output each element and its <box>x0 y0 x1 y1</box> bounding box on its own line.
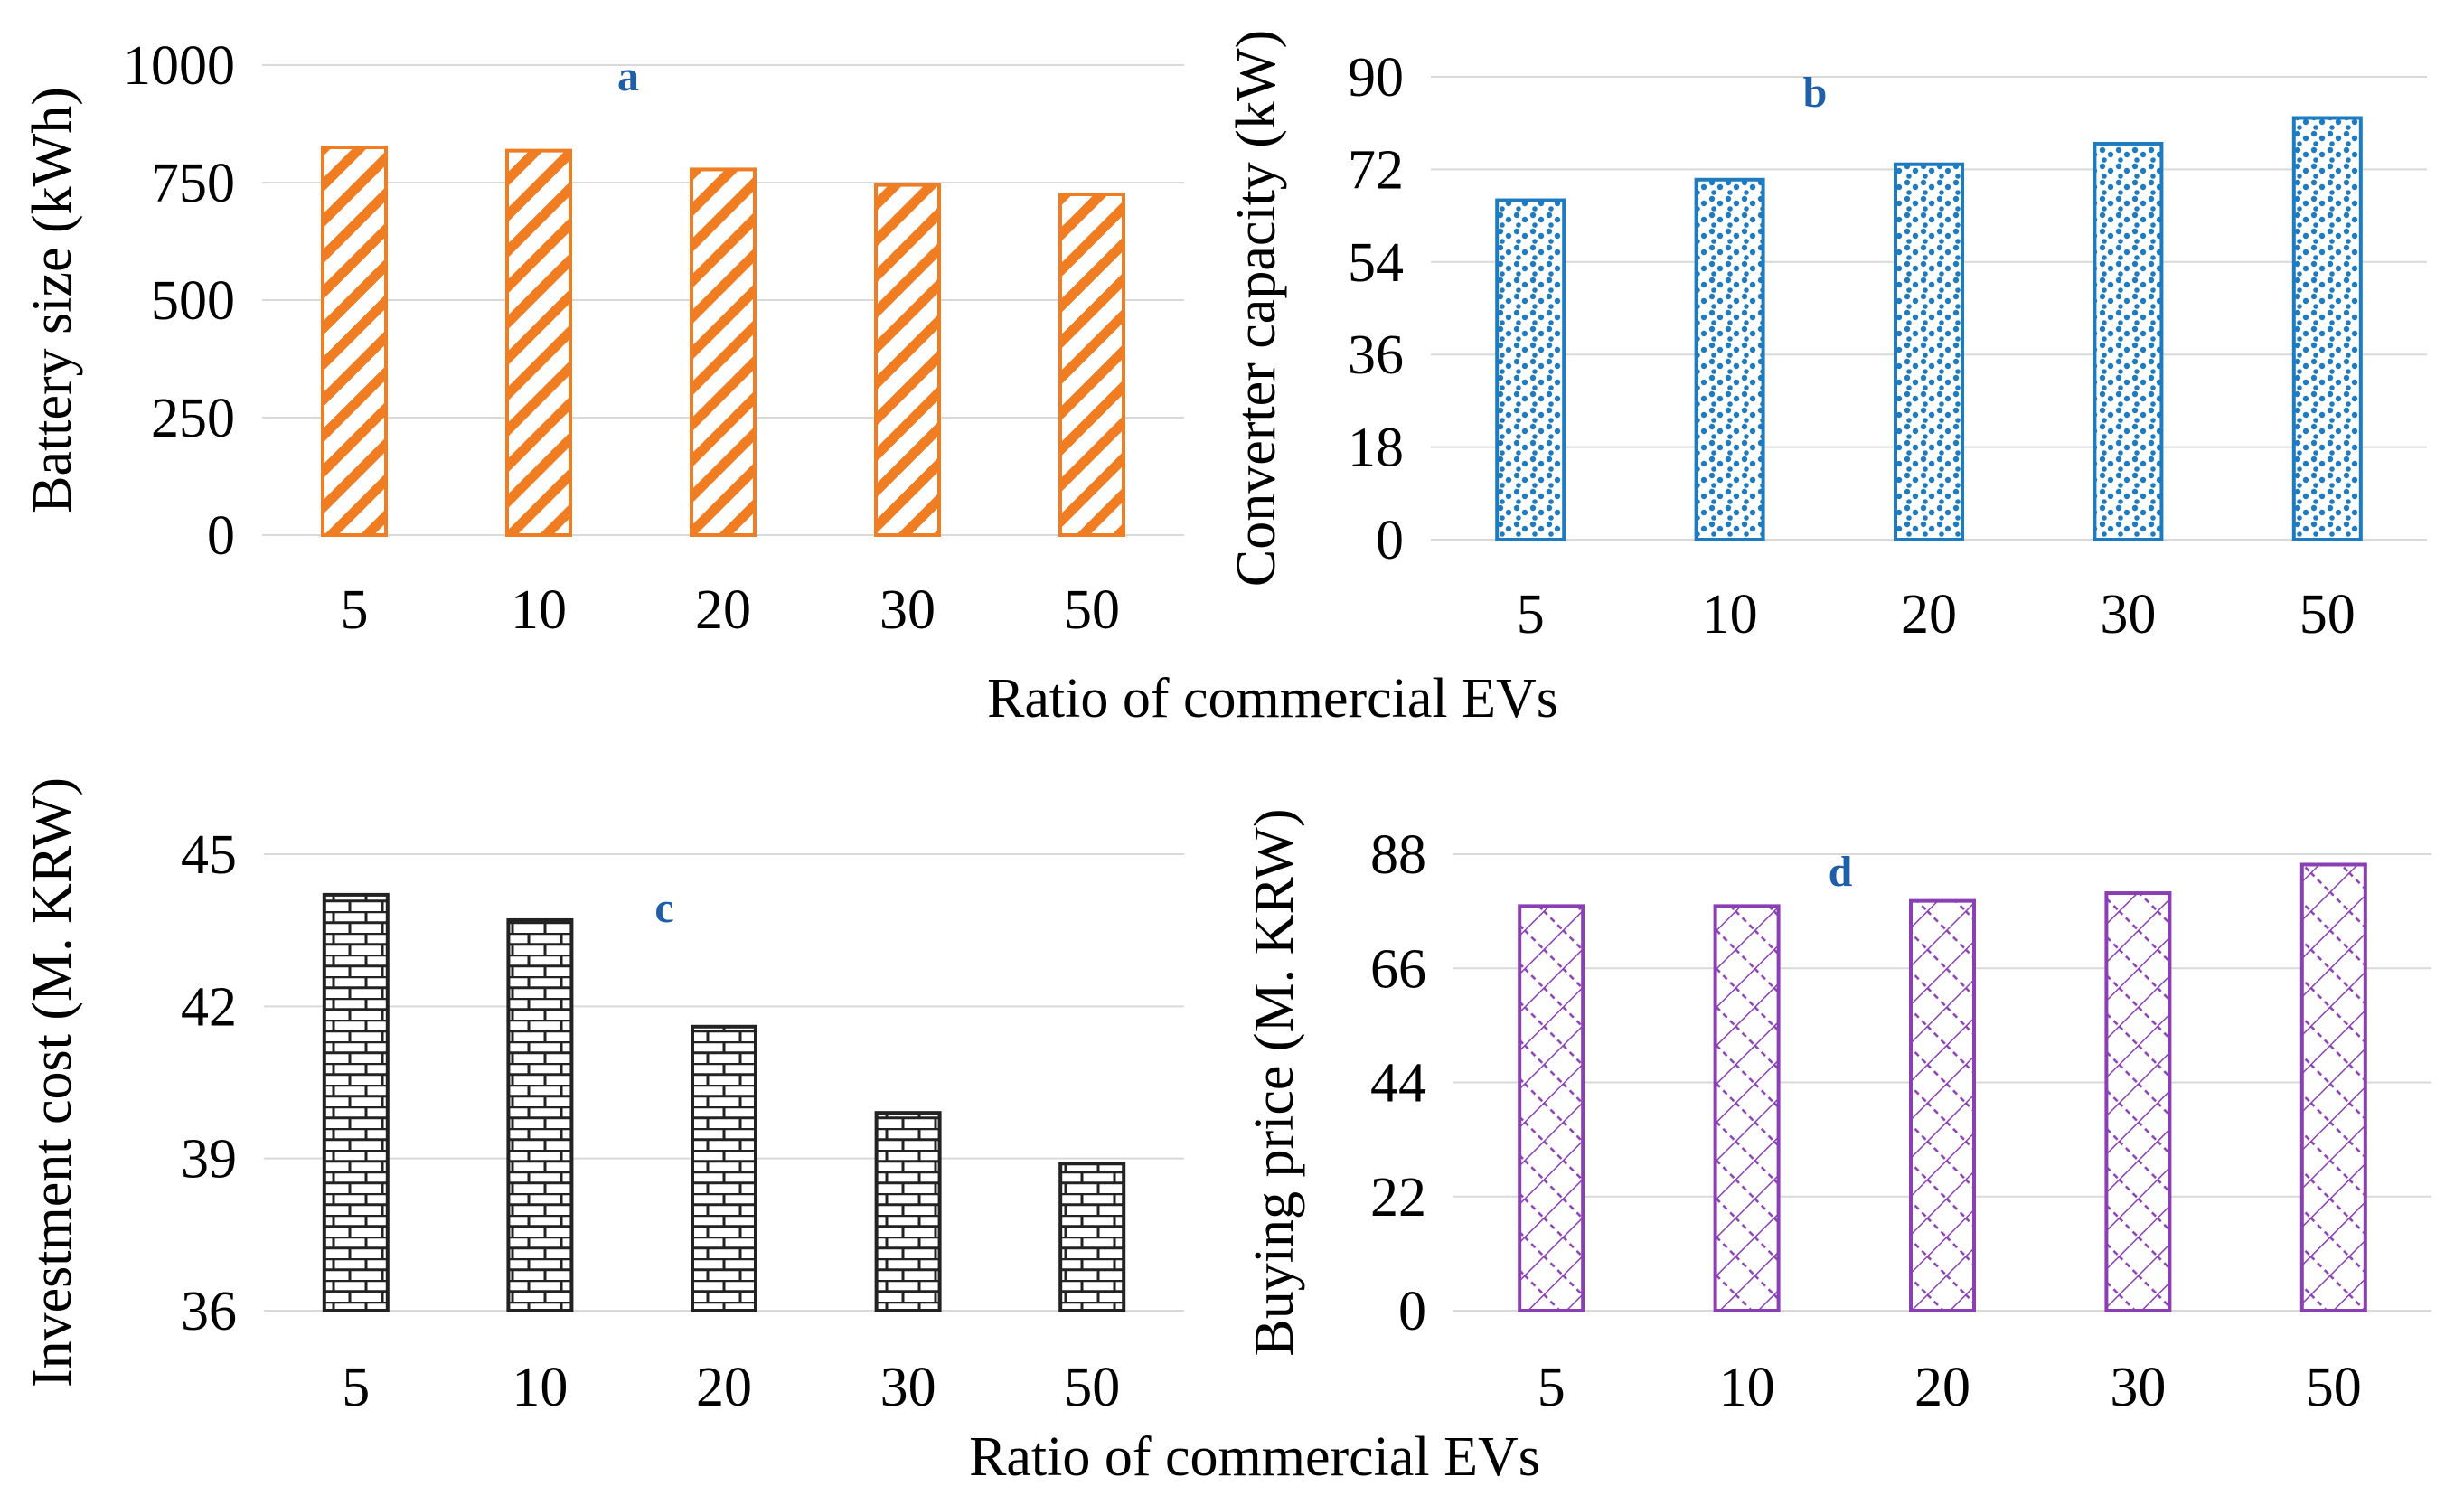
panel-letter: d <box>1829 848 1853 896</box>
y-tick-label: 45 <box>181 824 237 886</box>
y-tick-label: 0 <box>207 505 235 567</box>
y-axis-label: Buying price (M. KRW) <box>1244 808 1305 1356</box>
panel-d-chart: 0 22 44 66 88 5 10 20 30 50 Buying price (M. KRW) d <box>1244 808 2431 1418</box>
y-axis-label: Converter capacity (kW) <box>1226 30 1287 587</box>
y-tick-label: 54 <box>1348 232 1404 294</box>
bar-a-50 <box>1058 193 1125 537</box>
bar-c-50 <box>1058 1162 1126 1313</box>
y-tick-label: 0 <box>1376 510 1404 571</box>
bar-d-5 <box>1518 904 1585 1312</box>
bar-b-20 <box>1894 162 1964 541</box>
bar-d-10 <box>1713 904 1781 1312</box>
y-tick-label: 250 <box>151 388 235 449</box>
bar-b-50 <box>2291 116 2363 541</box>
y-tick-label: 0 <box>1398 1281 1426 1342</box>
panel-c-chart: 36 39 42 45 5 10 20 30 50 Investment cost (M. KRW… <box>22 777 1184 1418</box>
y-tick-label: 42 <box>181 976 237 1038</box>
panel-b-chart: 0 18 36 54 72 90 5 10 20 30 50 Converter capacity (… <box>1226 30 2427 645</box>
y-tick-label: 18 <box>1348 418 1404 479</box>
bar-d-50 <box>2299 862 2367 1313</box>
x-tick-label: 30 <box>880 1357 936 1418</box>
panel-letter: c <box>654 884 673 932</box>
y-tick-label: 66 <box>1370 938 1426 1000</box>
panel-letter: a <box>617 52 639 100</box>
x-tick-label: 20 <box>695 579 751 641</box>
x-tick-label: 10 <box>511 579 567 641</box>
bar-c-30 <box>874 1111 942 1312</box>
y-tick-label: 39 <box>181 1129 237 1190</box>
x-tick-label: 10 <box>1702 584 1758 645</box>
y-tick-label: 90 <box>1348 47 1404 108</box>
x-tick-label: 30 <box>2100 584 2156 645</box>
y-axis-label: Investment cost (M. KRW) <box>22 777 83 1387</box>
bar-c-5 <box>322 892 390 1313</box>
panel-letter: b <box>1803 69 1828 117</box>
bar-c-10 <box>506 917 574 1312</box>
bar-d-20 <box>1909 898 1976 1312</box>
x-tick-label: 20 <box>1914 1357 1970 1418</box>
x-tick-label: 10 <box>512 1357 568 1418</box>
y-tick-label: 44 <box>1370 1053 1426 1115</box>
y-tick-label: 36 <box>1348 325 1404 386</box>
x-tick-label: 50 <box>1064 1357 1120 1418</box>
x-tick-label: 30 <box>2110 1357 2166 1418</box>
y-tick-label: 750 <box>151 153 235 214</box>
y-tick-label: 1000 <box>123 35 235 97</box>
bar-a-5 <box>321 146 388 537</box>
x-tick-label: 50 <box>2299 584 2356 645</box>
x-tick-label: 5 <box>342 1357 370 1418</box>
bar-d-30 <box>2104 891 2172 1313</box>
y-axis-label: Battery size (kWh) <box>22 87 83 513</box>
x-tick-label: 30 <box>879 579 936 641</box>
y-tick-label: 36 <box>181 1281 237 1342</box>
x-tick-label: 5 <box>1538 1357 1566 1418</box>
bar-b-5 <box>1495 198 1566 542</box>
bar-a-20 <box>690 167 757 537</box>
x-tick-label: 50 <box>2306 1357 2362 1418</box>
bar-a-30 <box>874 183 941 537</box>
bar-b-10 <box>1694 177 1765 541</box>
bar-c-20 <box>691 1024 757 1313</box>
x-tick-label: 5 <box>341 579 369 641</box>
x-tick-label: 50 <box>1064 579 1120 641</box>
bar-b-30 <box>2093 141 2164 541</box>
y-tick-label: 72 <box>1348 139 1404 201</box>
x-tick-label: 10 <box>1719 1357 1775 1418</box>
bar-a-10 <box>505 148 572 537</box>
y-tick-label: 500 <box>151 270 235 332</box>
shared-x-axis-label-bottom: Ratio of commercial EVs <box>969 1426 1540 1488</box>
x-tick-label: 20 <box>696 1357 752 1418</box>
y-tick-label: 22 <box>1370 1167 1426 1228</box>
shared-x-axis-label-top: Ratio of commercial EVs <box>987 668 1558 729</box>
x-tick-label: 20 <box>1901 584 1957 645</box>
y-tick-label: 88 <box>1370 824 1426 886</box>
x-tick-label: 5 <box>1517 584 1545 645</box>
